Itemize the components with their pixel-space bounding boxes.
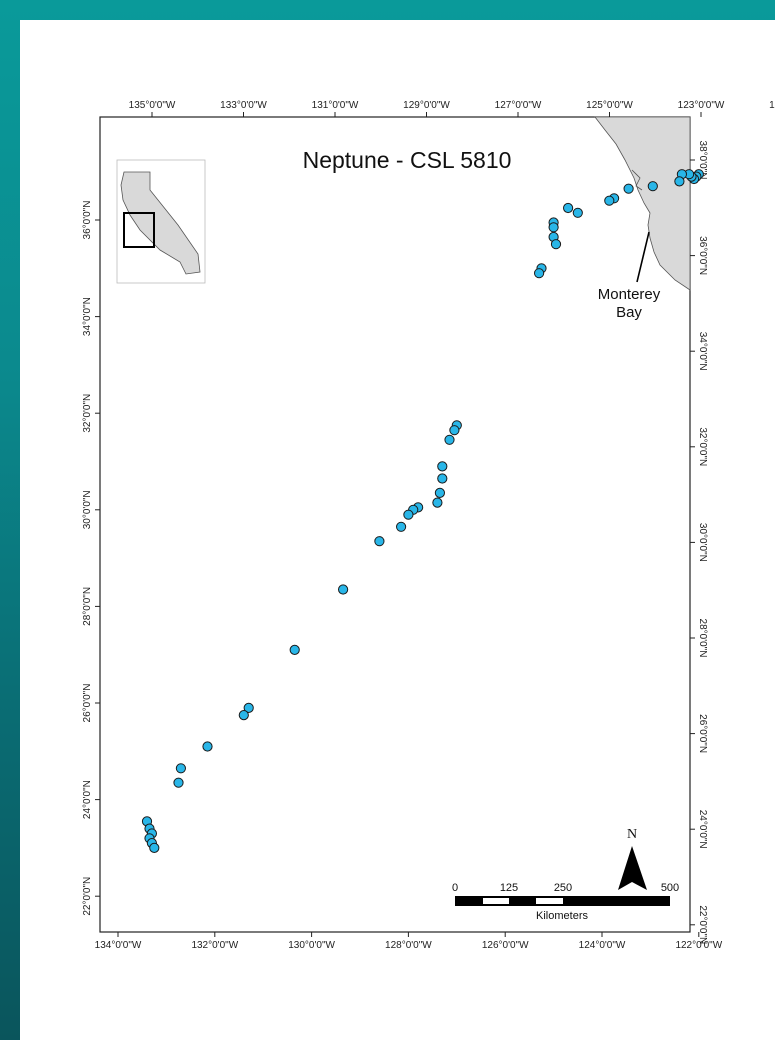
right-tick-label: 24°0'0"N bbox=[697, 810, 708, 849]
bottom-tick-label: 126°0'0"W bbox=[482, 940, 529, 951]
track-point bbox=[238, 710, 249, 721]
bottom-tick-label: 130°0'0"W bbox=[288, 940, 335, 951]
track-point bbox=[674, 176, 685, 187]
top-tick-label: 135°0'0"W bbox=[129, 100, 176, 111]
top-tick-label: 121°0'0"W bbox=[769, 100, 775, 111]
north-arrow-label: N bbox=[627, 827, 637, 842]
right-tick-label: 34°0'0"N bbox=[697, 332, 708, 371]
scale-label-125: 125 bbox=[500, 882, 518, 894]
track-point bbox=[403, 509, 414, 520]
north-arrow: N bbox=[618, 827, 647, 890]
right-tick-label: 38°0'0"N bbox=[697, 141, 708, 180]
inset-california-shape bbox=[120, 171, 201, 275]
track-point bbox=[647, 181, 658, 192]
track-point bbox=[374, 536, 385, 547]
bottom-tick-label: 132°0'0"W bbox=[191, 940, 238, 951]
top-tick-label: 125°0'0"W bbox=[586, 100, 633, 111]
bottom-tick-label: 122°0'0"W bbox=[675, 940, 722, 951]
track-point bbox=[432, 497, 443, 508]
bottom-tick-label: 124°0'0"W bbox=[579, 940, 626, 951]
right-tick-label: 36°0'0"N bbox=[697, 236, 708, 275]
inset-locator-map bbox=[116, 159, 206, 284]
top-tick-label: 133°0'0"W bbox=[220, 100, 267, 111]
left-tick-label: 26°0'0"N bbox=[82, 684, 93, 723]
left-tick-label: 22°0'0"N bbox=[82, 877, 93, 916]
left-tick-label: 34°0'0"N bbox=[82, 297, 93, 336]
right-tick-label: 26°0'0"N bbox=[697, 714, 708, 753]
top-tick-label: 127°0'0"W bbox=[495, 100, 542, 111]
north-arrow-icon bbox=[618, 846, 647, 890]
track-point bbox=[173, 777, 184, 788]
track-point bbox=[534, 268, 545, 279]
track-point bbox=[396, 521, 407, 532]
tracking-points bbox=[141, 169, 704, 854]
map-figure: Neptune - CSL 5810 135°0'0"W 133°0'0"W 131… bbox=[82, 100, 775, 951]
california-coastline bbox=[594, 116, 691, 291]
track-point bbox=[437, 461, 448, 472]
left-tick-label: 30°0'0"N bbox=[82, 490, 93, 529]
track-point bbox=[175, 763, 186, 774]
left-tick-label: 24°0'0"N bbox=[82, 780, 93, 819]
bottom-tick-label: 134°0'0"W bbox=[95, 940, 142, 951]
top-tick-label: 123°0'0"W bbox=[678, 100, 725, 111]
bottom-tick-label: 128°0'0"W bbox=[385, 940, 432, 951]
bay-inlet bbox=[631, 169, 643, 191]
top-tick-label: 131°0'0"W bbox=[312, 100, 359, 111]
left-tick-label: 36°0'0"N bbox=[82, 201, 93, 240]
left-tick-label: 28°0'0"N bbox=[82, 587, 93, 626]
track-point bbox=[563, 202, 574, 214]
track-point bbox=[604, 195, 615, 206]
track-point bbox=[548, 222, 559, 233]
graticule-ticks: 135°0'0"W 133°0'0"W 131°0'0"W 129°0'0"W 127°… bbox=[82, 100, 775, 951]
map-page: Neptune - CSL 5810 135°0'0"W 133°0'0"W 131… bbox=[20, 20, 775, 1040]
track-point bbox=[623, 183, 634, 194]
track-point bbox=[550, 239, 562, 250]
track-point bbox=[437, 473, 448, 484]
right-tick-label: 30°0'0"N bbox=[697, 523, 708, 562]
track-point bbox=[572, 207, 583, 218]
scale-label-250: 250 bbox=[554, 882, 572, 894]
track-point bbox=[289, 644, 300, 656]
track-point bbox=[202, 741, 213, 752]
track-point bbox=[444, 434, 455, 445]
track-point bbox=[149, 842, 160, 854]
left-tick-label: 32°0'0"N bbox=[82, 394, 93, 433]
scale-label-500: 500 bbox=[661, 882, 679, 894]
scale-label-0: 0 bbox=[452, 882, 458, 894]
monterey-label-line1: Monterey bbox=[598, 286, 661, 303]
monterey-label-line2: Bay bbox=[616, 304, 642, 321]
right-tick-label: 28°0'0"N bbox=[697, 619, 708, 658]
track-point bbox=[338, 584, 349, 595]
right-tick-label: 22°0'0"N bbox=[697, 905, 708, 944]
monterey-leader-line bbox=[636, 231, 650, 283]
right-tick-label: 32°0'0"N bbox=[697, 427, 708, 466]
top-tick-label: 129°0'0"W bbox=[403, 100, 450, 111]
track-point bbox=[434, 487, 445, 498]
scale-bar: 0 125 250 500 Kilometers bbox=[452, 882, 679, 922]
scale-unit-label: Kilometers bbox=[536, 910, 588, 922]
inset-extent-box bbox=[123, 212, 155, 248]
track-point bbox=[243, 702, 254, 714]
map-title: Neptune - CSL 5810 bbox=[303, 147, 512, 173]
track-point bbox=[449, 425, 460, 436]
